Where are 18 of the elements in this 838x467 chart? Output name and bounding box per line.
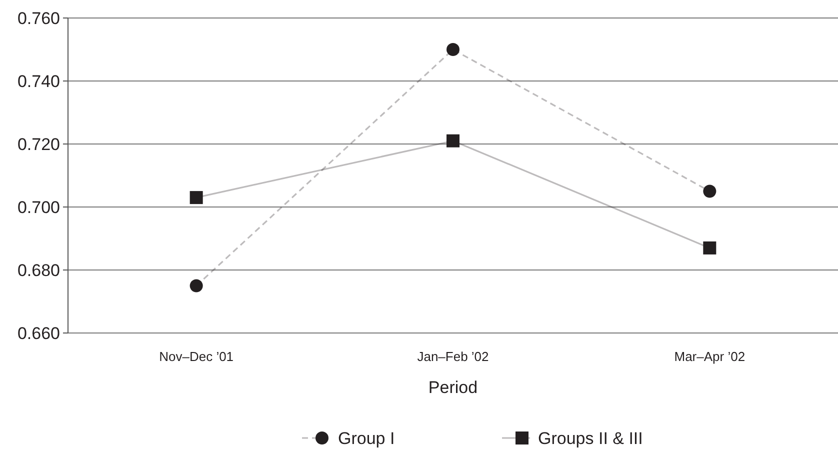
y-tick-label: 0.740 (17, 72, 60, 91)
y-tick-label: 0.660 (17, 324, 60, 343)
y-tick-label: 0.700 (17, 198, 60, 217)
y-tick-label: 0.680 (17, 260, 60, 280)
x-axis-title: Period (428, 378, 478, 397)
point (190, 191, 203, 204)
point (446, 43, 460, 56)
point (190, 279, 203, 292)
x-tick-label: Nov–Dec ’01 (159, 349, 234, 364)
point (446, 134, 460, 148)
legend-label: Groups II & III (538, 428, 643, 448)
point (703, 184, 716, 198)
y-tick-label: 0.760 (17, 8, 60, 28)
x-tick-label: Jan–Feb ’02 (417, 349, 489, 364)
legend-label: Group I (338, 428, 395, 448)
y-tick-label: 0.720 (17, 134, 60, 154)
x-tick-label: Mar–Apr ’02 (674, 349, 746, 364)
point (703, 241, 716, 254)
